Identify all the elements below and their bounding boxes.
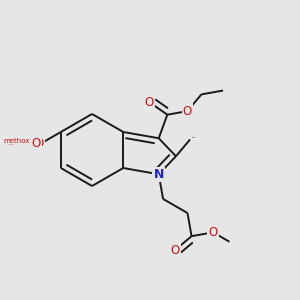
Text: N: N	[154, 168, 164, 181]
Text: O: O	[145, 96, 154, 109]
Text: O: O	[183, 105, 192, 118]
Text: methoxy: methoxy	[9, 143, 15, 145]
Text: O: O	[34, 137, 44, 150]
Text: methyl: methyl	[192, 136, 197, 138]
Text: O: O	[170, 244, 179, 257]
Text: O: O	[208, 226, 218, 239]
Text: O: O	[31, 137, 40, 150]
Text: methoxy: methoxy	[3, 138, 34, 144]
